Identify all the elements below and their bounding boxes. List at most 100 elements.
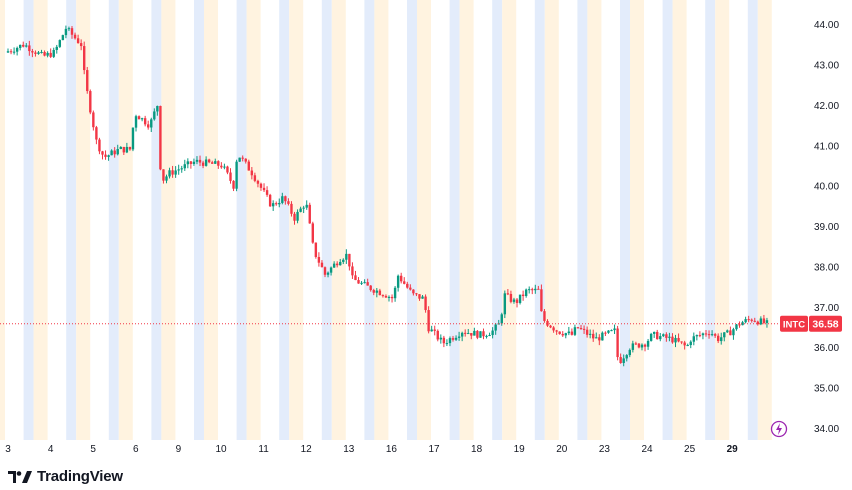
- candle-body: [759, 318, 763, 325]
- afterhours-band: [407, 0, 417, 440]
- candle-body: [268, 194, 272, 207]
- candle-body: [683, 342, 686, 346]
- candle-body: [403, 281, 406, 284]
- candle-body: [668, 336, 671, 338]
- candle-body: [561, 333, 564, 336]
- candle-body: [278, 202, 281, 205]
- candle-body: [12, 51, 16, 53]
- candle-body: [128, 146, 132, 150]
- candle-body: [375, 290, 379, 293]
- candle-body: [518, 294, 522, 303]
- candle-body: [76, 38, 80, 44]
- candle-body: [433, 329, 436, 331]
- candle-body: [506, 293, 510, 295]
- candle-body: [393, 287, 397, 299]
- premarket-band: [246, 0, 261, 440]
- x-tick-label: 17: [428, 444, 440, 455]
- candle-body: [588, 333, 592, 335]
- candle-body: [558, 331, 561, 334]
- afterhours-band: [108, 0, 119, 440]
- candle-body: [73, 34, 77, 39]
- candle-body: [479, 331, 482, 338]
- candle-body: [345, 253, 348, 260]
- candle-body: [357, 280, 360, 284]
- candle-body: [674, 337, 677, 343]
- candle-body: [412, 289, 415, 294]
- candle-body: [396, 275, 400, 288]
- candle-body: [741, 322, 744, 326]
- candle-body: [585, 329, 589, 335]
- y-tick-label: 41.00: [814, 141, 839, 152]
- x-tick-label: 4: [48, 444, 54, 455]
- lightning-icon[interactable]: [770, 420, 788, 438]
- x-tick-label: 19: [514, 444, 526, 455]
- candle-body: [716, 335, 720, 342]
- candle-body: [436, 330, 439, 340]
- candle-body: [616, 328, 619, 358]
- candle-body: [363, 282, 366, 284]
- candle-body: [131, 127, 135, 150]
- premarket-band: [331, 0, 346, 440]
- candle-body: [521, 294, 525, 297]
- candle-body: [314, 242, 318, 257]
- candle-body: [67, 28, 71, 30]
- candle-body: [680, 341, 683, 343]
- candle-body: [509, 293, 513, 302]
- candle-body: [122, 146, 126, 153]
- candle-body: [442, 337, 446, 344]
- candle-body: [232, 180, 235, 189]
- candle-body: [183, 164, 186, 169]
- candle-body: [671, 336, 674, 343]
- candle-body: [95, 127, 98, 140]
- candle-body: [634, 343, 638, 345]
- candle-body: [223, 166, 226, 168]
- candle-body: [207, 159, 211, 163]
- candle-body: [610, 330, 613, 332]
- candle-body: [524, 289, 528, 297]
- candle-body: [226, 166, 229, 173]
- premarket-band: [672, 0, 687, 440]
- x-tick-label: 9: [176, 444, 182, 455]
- candle-body: [595, 337, 598, 339]
- x-tick-label: 29: [727, 444, 739, 455]
- candle-body: [262, 187, 266, 191]
- candle-body: [592, 333, 595, 339]
- candle-body: [713, 334, 717, 336]
- y-tick-label: 42.00: [814, 101, 839, 112]
- candle-body: [567, 331, 571, 334]
- candle-body: [86, 70, 89, 92]
- candle-body: [348, 253, 351, 267]
- candle-body: [762, 318, 766, 323]
- ticker-badge: [780, 315, 808, 332]
- candle-body: [28, 45, 31, 52]
- candle-body: [732, 329, 735, 336]
- afterhours-band: [492, 0, 503, 440]
- x-tick-label: 23: [599, 444, 611, 455]
- candle-body: [25, 45, 28, 47]
- candle-body: [704, 333, 708, 335]
- candle-body: [622, 358, 625, 364]
- candle-body: [287, 201, 290, 204]
- candle-body: [217, 161, 220, 166]
- candle-body: [409, 287, 412, 290]
- candle-body: [448, 338, 452, 344]
- candle-body: [534, 288, 537, 291]
- x-tick-label: 12: [301, 444, 313, 455]
- candle-body: [698, 335, 702, 337]
- last-price-label: 36.58: [812, 319, 838, 331]
- candle-body: [427, 310, 430, 332]
- candle-body: [460, 332, 464, 337]
- candle-body: [320, 262, 324, 268]
- candle-body: [528, 289, 531, 291]
- candle-body: [64, 28, 68, 36]
- candle-body: [317, 256, 321, 263]
- candle-body: [631, 343, 635, 350]
- premarket-band: [374, 0, 389, 440]
- x-axis: 3 4 5 6 9 10 11 12 13 16 17 18 19 20 23 24 25 29: [5, 444, 738, 455]
- candle-body: [695, 335, 699, 337]
- premarket-band: [587, 0, 602, 440]
- candle-body: [143, 118, 147, 125]
- candle-body: [156, 105, 159, 112]
- premarket-band: [161, 0, 176, 440]
